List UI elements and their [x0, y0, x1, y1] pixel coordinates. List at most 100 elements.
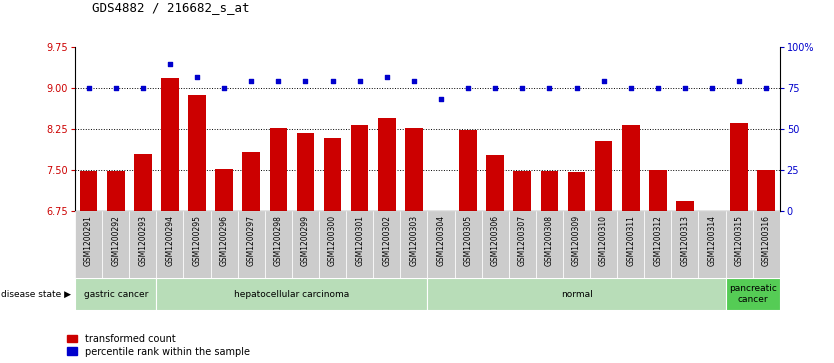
Bar	[703, 211, 721, 215]
Text: GSM1200311: GSM1200311	[626, 215, 636, 266]
Text: GSM1200315: GSM1200315	[735, 215, 744, 266]
Text: pancreatic
cancer: pancreatic cancer	[729, 284, 776, 304]
Bar	[215, 168, 233, 211]
Point	[678, 85, 691, 91]
Text: GSM1200292: GSM1200292	[111, 215, 120, 266]
Bar	[482, 211, 509, 278]
Bar	[645, 211, 671, 278]
Point	[163, 61, 177, 66]
Text: GSM1200314: GSM1200314	[707, 215, 716, 266]
Text: GSM1200295: GSM1200295	[193, 215, 202, 266]
Bar	[671, 211, 699, 278]
Text: GSM1200297: GSM1200297	[247, 215, 256, 266]
Text: gastric cancer: gastric cancer	[83, 290, 148, 298]
Point	[190, 74, 203, 79]
Text: GSM1200299: GSM1200299	[301, 215, 310, 266]
Bar	[757, 170, 775, 211]
Point	[515, 85, 529, 91]
Bar	[428, 211, 455, 278]
Bar	[134, 154, 152, 211]
Bar	[400, 211, 428, 278]
Bar	[595, 141, 612, 211]
Point	[597, 78, 610, 84]
Bar	[75, 278, 157, 310]
Bar	[568, 172, 585, 211]
Bar	[676, 201, 694, 211]
Bar	[157, 211, 183, 278]
Bar	[103, 211, 129, 278]
Bar	[80, 171, 98, 211]
Point	[706, 85, 719, 91]
Point	[543, 85, 556, 91]
Bar	[405, 128, 423, 211]
Bar	[265, 211, 292, 278]
Bar	[622, 125, 640, 211]
Point	[461, 85, 475, 91]
Bar	[731, 123, 748, 211]
Text: GSM1200310: GSM1200310	[599, 215, 608, 266]
Point	[570, 85, 583, 91]
Bar	[210, 211, 238, 278]
Point	[244, 78, 258, 84]
Bar	[183, 211, 210, 278]
Text: normal: normal	[560, 290, 592, 298]
Point	[732, 78, 746, 84]
Point	[82, 85, 95, 91]
Bar	[486, 155, 504, 211]
Bar	[161, 78, 178, 211]
Text: GDS4882 / 216682_s_at: GDS4882 / 216682_s_at	[92, 1, 249, 15]
Point	[218, 85, 231, 91]
Bar	[514, 171, 531, 211]
Point	[299, 78, 312, 84]
Bar	[107, 171, 124, 211]
Text: GSM1200298: GSM1200298	[274, 215, 283, 266]
Text: GSM1200302: GSM1200302	[382, 215, 391, 266]
Text: GSM1200291: GSM1200291	[84, 215, 93, 266]
Bar	[540, 171, 558, 211]
Point	[651, 85, 665, 91]
Bar	[157, 278, 428, 310]
Bar	[292, 211, 319, 278]
Bar	[374, 211, 400, 278]
Bar	[699, 211, 726, 278]
Text: hepatocellular carcinoma: hepatocellular carcinoma	[234, 290, 349, 298]
Point	[760, 85, 773, 91]
Bar	[535, 211, 563, 278]
Text: GSM1200294: GSM1200294	[165, 215, 174, 266]
Bar	[319, 211, 346, 278]
Bar	[129, 211, 157, 278]
Legend: transformed count, percentile rank within the sample: transformed count, percentile rank withi…	[63, 330, 254, 360]
Text: GSM1200306: GSM1200306	[490, 215, 500, 266]
Point	[407, 78, 420, 84]
Text: GSM1200296: GSM1200296	[219, 215, 229, 266]
Point	[353, 78, 366, 84]
Bar	[460, 130, 477, 211]
Bar	[269, 128, 287, 211]
Point	[136, 85, 149, 91]
Point	[326, 78, 339, 84]
Bar	[428, 278, 726, 310]
Bar	[297, 132, 314, 211]
Text: GSM1200300: GSM1200300	[328, 215, 337, 266]
Text: GSM1200309: GSM1200309	[572, 215, 581, 266]
Text: GSM1200303: GSM1200303	[409, 215, 419, 266]
Bar	[75, 211, 102, 278]
Text: GSM1200313: GSM1200313	[681, 215, 690, 266]
Bar	[726, 278, 780, 310]
Text: GSM1200307: GSM1200307	[518, 215, 527, 266]
Point	[109, 85, 123, 91]
Bar	[753, 211, 780, 278]
Bar	[509, 211, 535, 278]
Text: GSM1200304: GSM1200304	[436, 215, 445, 266]
Point	[380, 74, 394, 79]
Point	[624, 85, 637, 91]
Text: GSM1200301: GSM1200301	[355, 215, 364, 266]
Text: disease state ▶: disease state ▶	[1, 290, 71, 298]
Bar	[243, 152, 260, 211]
Bar	[649, 170, 666, 211]
Bar	[324, 138, 341, 211]
Text: GSM1200316: GSM1200316	[761, 215, 771, 266]
Bar	[455, 211, 482, 278]
Text: GSM1200293: GSM1200293	[138, 215, 148, 266]
Bar	[351, 125, 369, 211]
